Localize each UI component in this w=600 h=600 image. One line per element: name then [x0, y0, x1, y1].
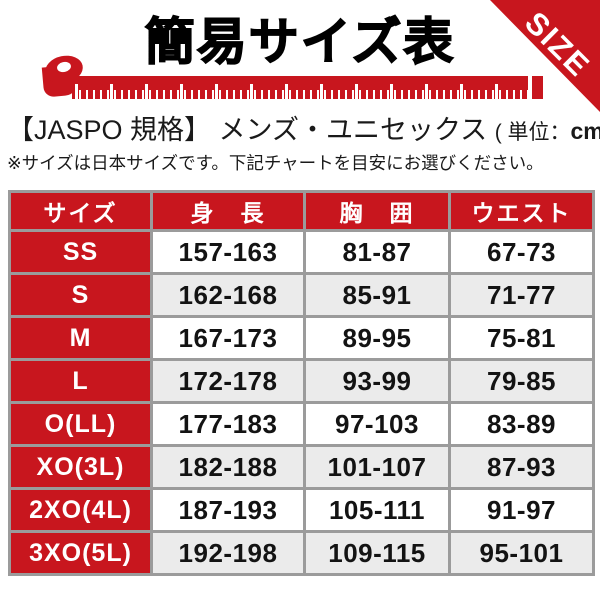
size-label-cell: O(LL) — [8, 401, 153, 447]
chest-cell: 101-107 — [303, 444, 451, 490]
waist-cell: 87-93 — [448, 444, 595, 490]
col-header-height: 身 長 — [150, 190, 306, 232]
tape-end-gap — [528, 76, 532, 99]
table-row: O(LL) 177-183 97-103 83-89 — [8, 401, 595, 447]
col-header-size: サイズ — [8, 190, 153, 232]
waist-cell: 91-97 — [448, 487, 595, 533]
table-row: S 162-168 85-91 71-77 — [8, 272, 595, 318]
waist-cell: 71-77 — [448, 272, 595, 318]
chest-cell: 109-115 — [303, 530, 451, 576]
size-label-cell: M — [8, 315, 153, 361]
size-label-cell: XO(3L) — [8, 444, 153, 490]
spec-subtitle: 【JASPO 規格】 メンズ・ユニセックス ( 単位：cm) — [7, 108, 600, 147]
size-label-cell: SS — [8, 229, 153, 275]
note-text: ※サイズは日本サイズです。下記チャートを目安にお選びください。 — [7, 153, 544, 173]
waist-cell: 79-85 — [448, 358, 595, 404]
col-header-chest: 胸 囲 — [303, 190, 451, 232]
chest-cell: 85-91 — [303, 272, 451, 318]
table-row: L 172-178 93-99 79-85 — [8, 358, 595, 404]
unit-value: cm — [570, 118, 600, 144]
chest-cell: 93-99 — [303, 358, 451, 404]
height-cell: 172-178 — [150, 358, 306, 404]
height-cell: 162-168 — [150, 272, 306, 318]
waist-cell: 75-81 — [448, 315, 595, 361]
chest-cell: 89-95 — [303, 315, 451, 361]
page-title: 簡易サイズ表 — [144, 13, 456, 71]
waist-cell: 95-101 — [448, 530, 595, 576]
size-label-cell: 3XO(5L) — [8, 530, 153, 576]
size-label-cell: S — [8, 272, 153, 318]
table-row: SS 157-163 81-87 67-73 — [8, 229, 595, 275]
col-header-waist: ウエスト — [448, 190, 595, 232]
spec-subtitle-main: 【JASPO 規格】 メンズ・ユニセックス — [7, 115, 495, 145]
waist-cell: 83-89 — [448, 401, 595, 447]
height-cell: 157-163 — [150, 229, 306, 275]
unit-note: ( 単位：cm) — [494, 118, 600, 144]
height-cell: 192-198 — [150, 530, 306, 576]
chest-cell: 97-103 — [303, 401, 451, 447]
ribbon-shape — [490, 0, 600, 112]
height-cell: 182-188 — [150, 444, 306, 490]
waist-cell: 67-73 — [448, 229, 595, 275]
height-cell: 177-183 — [150, 401, 306, 447]
unit-open: ( 単位： — [494, 121, 571, 144]
table-row: 2XO(4L) 187-193 105-111 91-97 — [8, 487, 595, 533]
table-row: M 167-173 89-95 75-81 — [8, 315, 595, 361]
tape-ruler-band — [72, 76, 543, 99]
size-table-body: SS 157-163 81-87 67-73 S 162-168 85-91 7… — [8, 229, 595, 576]
size-corner-ribbon: SIZE — [490, 0, 600, 112]
size-label-cell: 2XO(4L) — [8, 487, 153, 533]
table-header-row: サイズ 身 長 胸 囲 ウエスト — [8, 190, 595, 232]
size-table: サイズ 身 長 胸 囲 ウエスト SS 157-163 81-87 67-73 … — [8, 190, 595, 576]
size-label-cell: L — [8, 358, 153, 404]
height-cell: 167-173 — [150, 315, 306, 361]
height-cell: 187-193 — [150, 487, 306, 533]
table-row: XO(3L) 182-188 101-107 87-93 — [8, 444, 595, 490]
chest-cell: 81-87 — [303, 229, 451, 275]
table-row: 3XO(5L) 192-198 109-115 95-101 — [8, 530, 595, 576]
chest-cell: 105-111 — [303, 487, 451, 533]
